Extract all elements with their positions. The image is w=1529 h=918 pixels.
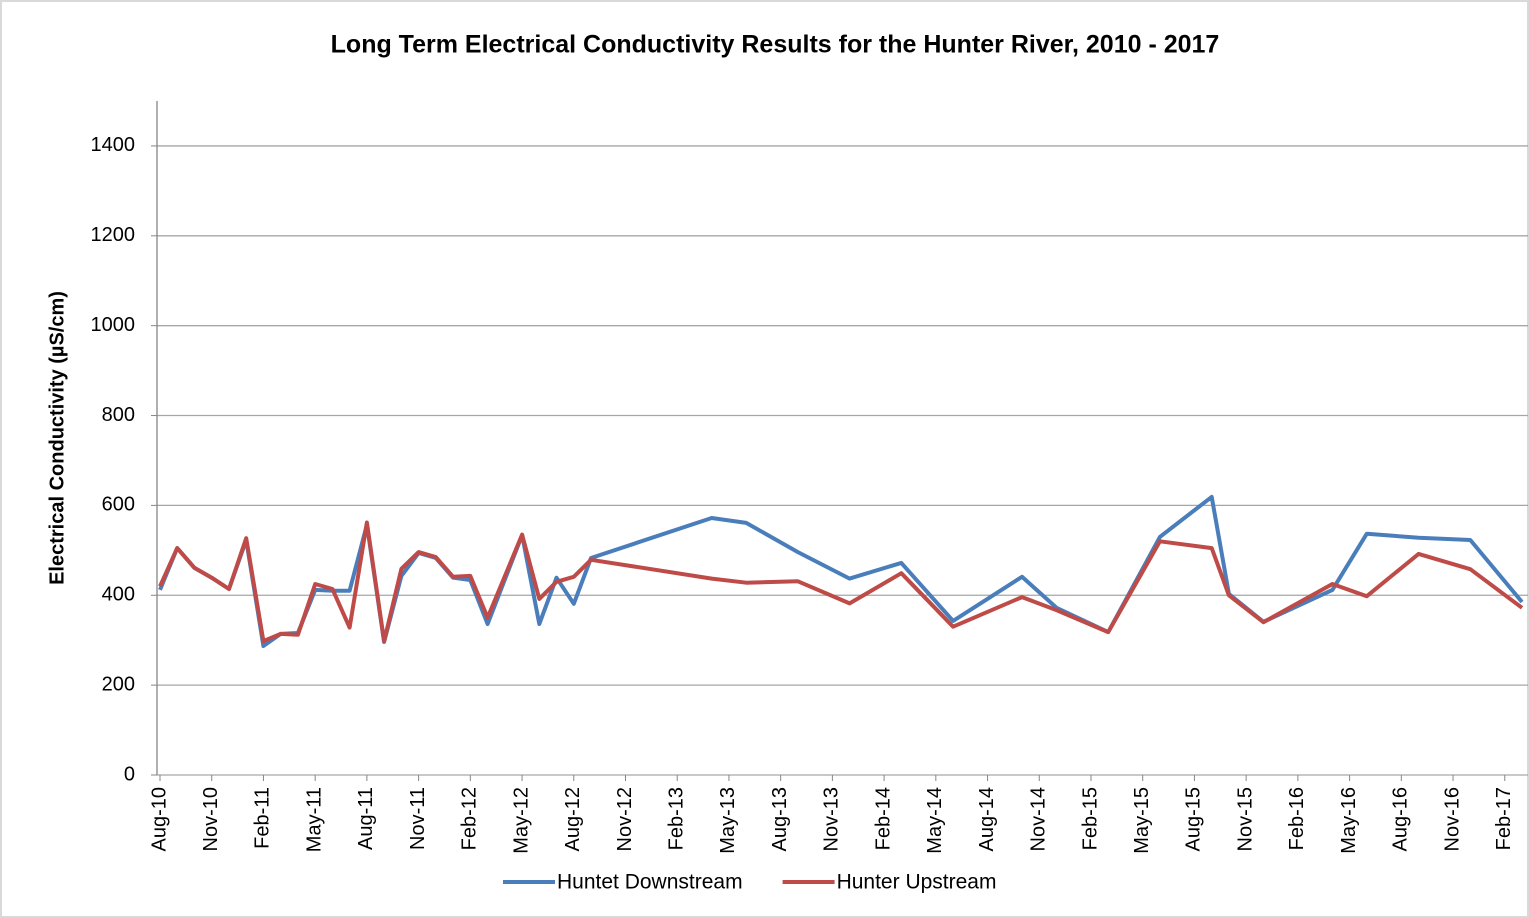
y-tick-label: 1000 xyxy=(91,314,136,336)
legend-label: Huntet Downstream xyxy=(557,871,743,894)
x-tick-label: Feb-15 xyxy=(1079,787,1101,850)
y-tick-label: 600 xyxy=(102,494,135,516)
x-tick-label: Feb-16 xyxy=(1286,787,1308,850)
y-tick-label: 1200 xyxy=(91,224,136,246)
y-tick-label: 1400 xyxy=(91,134,136,156)
x-tick-label: Aug-16 xyxy=(1390,787,1412,852)
x-tick-label: Aug-14 xyxy=(976,787,998,852)
y-tick-label: 200 xyxy=(102,673,135,695)
x-tick-label: May-13 xyxy=(717,787,739,854)
y-tick-label: 0 xyxy=(124,763,135,785)
x-tick-label: May-16 xyxy=(1338,787,1360,854)
y-axis-title: Electrical Conductivity (µS/cm) xyxy=(46,291,68,585)
x-tick-label: Nov-16 xyxy=(1441,787,1463,851)
x-tick-label: Nov-11 xyxy=(407,787,429,850)
chart-title: Long Term Electrical Conductivity Result… xyxy=(331,31,1220,59)
y-tick-label: 400 xyxy=(102,584,135,606)
x-tick-label: Aug-12 xyxy=(562,787,584,852)
y-tick-label: 800 xyxy=(102,404,135,426)
x-tick-label: Nov-15 xyxy=(1234,787,1256,851)
x-tick-label: Nov-12 xyxy=(614,787,636,851)
x-tick-label: Aug-10 xyxy=(148,787,170,852)
x-tick-label: May-15 xyxy=(1131,787,1153,854)
x-tick-label: Feb-11 xyxy=(252,787,274,849)
x-tick-label: Nov-14 xyxy=(1028,787,1050,851)
x-tick-label: Aug-15 xyxy=(1183,787,1205,852)
x-tick-label: May-11 xyxy=(303,787,325,852)
x-tick-label: Aug-11 xyxy=(355,787,377,850)
x-tick-label: Feb-17 xyxy=(1493,787,1515,850)
legend-label: Hunter Upstream xyxy=(837,871,997,894)
x-tick-label: May-12 xyxy=(510,787,532,854)
x-tick-label: May-14 xyxy=(924,787,946,854)
x-tick-label: Nov-10 xyxy=(200,787,222,851)
x-tick-label: Nov-13 xyxy=(821,787,843,851)
x-tick-label: Feb-14 xyxy=(872,787,894,850)
x-tick-label: Aug-13 xyxy=(769,787,791,852)
x-tick-label: Feb-12 xyxy=(459,787,481,850)
x-tick-label: Feb-13 xyxy=(665,787,687,850)
series-line xyxy=(158,520,1524,644)
